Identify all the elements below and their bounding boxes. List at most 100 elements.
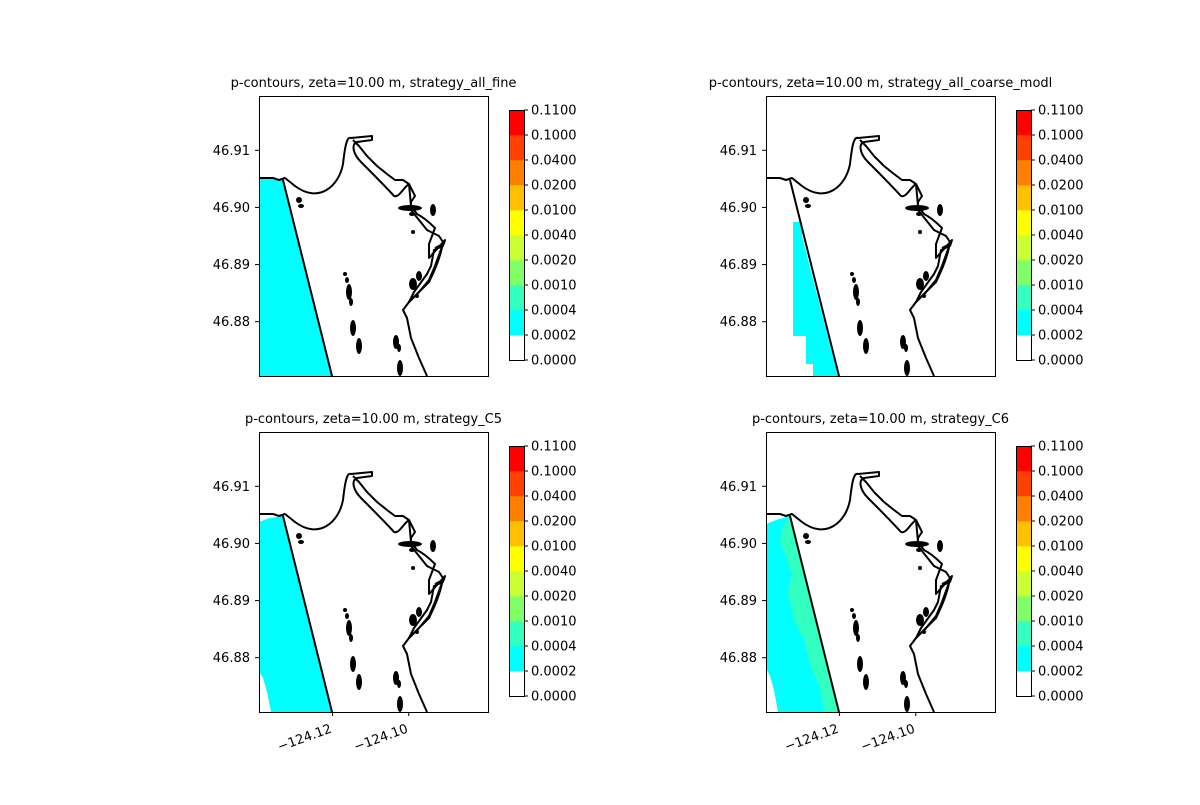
colorbar-band <box>509 185 524 211</box>
colorbar-band <box>1016 260 1031 286</box>
island <box>803 197 809 203</box>
island <box>343 608 347 612</box>
axes-frame <box>766 432 996 713</box>
contour-fill <box>259 178 332 376</box>
y-tick-label: 46.89 <box>720 258 757 273</box>
y-tick-label: 46.91 <box>213 144 250 159</box>
colorbar-band <box>1016 596 1031 622</box>
island <box>853 284 859 300</box>
island <box>345 277 349 283</box>
y-tick-label: 46.88 <box>213 315 250 330</box>
colorbar-label: 0.1100 <box>531 440 577 455</box>
colorbar-band <box>1016 671 1031 697</box>
coastline-bay <box>909 243 951 376</box>
colorbar-band <box>509 596 524 622</box>
island <box>856 298 860 306</box>
island <box>803 533 809 539</box>
coastline-shore <box>282 179 333 376</box>
colorbar-label: 0.0000 <box>1038 690 1084 705</box>
y-tick-label: 46.88 <box>720 315 757 330</box>
colorbar-label: 0.0004 <box>1038 640 1084 655</box>
colorbar-band <box>1016 135 1031 161</box>
y-tick-label: 46.90 <box>720 537 757 552</box>
island <box>916 548 922 552</box>
colorbar-band <box>1016 285 1031 311</box>
colorbar-label: 0.0100 <box>531 540 577 555</box>
island <box>856 634 860 642</box>
y-tick-label: 46.90 <box>213 537 250 552</box>
colorbar-label: 0.0040 <box>1038 229 1084 244</box>
panel-title: p-contours, zeta=10.00 m, strategy_all_c… <box>709 76 1053 91</box>
island <box>411 230 415 234</box>
colorbar-band <box>1016 160 1031 186</box>
colorbar-band <box>509 160 524 186</box>
colorbar-band <box>509 646 524 672</box>
axes-frame <box>259 432 489 713</box>
colorbar-label: 0.0020 <box>531 254 577 269</box>
island <box>923 271 929 281</box>
coastline <box>766 135 953 303</box>
colorbar-label: 0.0100 <box>531 204 577 219</box>
island <box>345 613 349 619</box>
colorbar-label: 0.0002 <box>531 329 577 344</box>
colorbar-label: 0.0040 <box>531 565 577 580</box>
map-panel-3: p-contours, zeta=10.00 m, strategy_C5 46.… <box>213 412 577 755</box>
colorbar-band <box>1016 446 1031 472</box>
colorbar-band <box>509 521 524 547</box>
colorbar-band <box>1016 185 1031 211</box>
colorbar-label: 0.0200 <box>531 179 577 194</box>
island <box>349 634 353 642</box>
colorbar-band <box>509 546 524 572</box>
island <box>850 608 854 612</box>
colorbar: 0.0000 0.0002 0.0004 0.0010 0.0020 0.0040 0.01… <box>1016 104 1084 369</box>
x-tick-label: −124.12 <box>783 722 841 755</box>
colorbar-label: 0.0010 <box>1038 279 1084 294</box>
y-tick-label: 46.88 <box>213 651 250 666</box>
colorbar-band <box>509 471 524 497</box>
colorbar-band <box>1016 235 1031 261</box>
island <box>857 656 863 672</box>
colorbar-label: 0.1100 <box>531 104 577 119</box>
colorbar-label: 0.0010 <box>1038 615 1084 630</box>
colorbar-label: 0.1000 <box>531 465 577 480</box>
colorbar-label: 0.1100 <box>1038 440 1084 455</box>
island <box>346 620 352 636</box>
colorbar-label: 0.0000 <box>531 354 577 369</box>
colorbar-label: 0.0040 <box>531 229 577 244</box>
y-tick-label: 46.89 <box>720 594 757 609</box>
island <box>863 338 869 354</box>
colorbar-label: 0.0400 <box>1038 154 1084 169</box>
island <box>398 205 422 211</box>
island <box>805 204 811 208</box>
colorbar-label: 0.0020 <box>1038 590 1084 605</box>
plot-area <box>766 135 953 376</box>
coastline <box>259 135 446 303</box>
island <box>937 540 943 552</box>
y-tick-label: 46.91 <box>720 480 757 495</box>
contour-fill <box>793 222 838 376</box>
colorbar-band <box>1016 471 1031 497</box>
colorbar-band <box>1016 110 1031 136</box>
island <box>397 344 401 352</box>
colorbar-band <box>509 260 524 286</box>
colorbar-label: 0.0020 <box>1038 254 1084 269</box>
island <box>415 630 419 634</box>
coastline-bay <box>402 579 444 712</box>
colorbar-label: 0.0400 <box>531 490 577 505</box>
y-tick-label: 46.89 <box>213 258 250 273</box>
colorbar-label: 0.1000 <box>1038 465 1084 480</box>
axes-frame <box>259 96 489 377</box>
island <box>904 696 910 712</box>
colorbar-label: 0.1000 <box>531 129 577 144</box>
coastline-shore <box>789 179 840 376</box>
colorbar-band <box>509 496 524 522</box>
y-tick-label: 46.88 <box>720 651 757 666</box>
island <box>343 272 347 276</box>
colorbar-band <box>509 571 524 597</box>
colorbar-band <box>509 285 524 311</box>
colorbar-label: 0.0400 <box>531 154 577 169</box>
colorbar-label: 0.0100 <box>1038 540 1084 555</box>
island <box>857 320 863 336</box>
island <box>852 277 856 283</box>
